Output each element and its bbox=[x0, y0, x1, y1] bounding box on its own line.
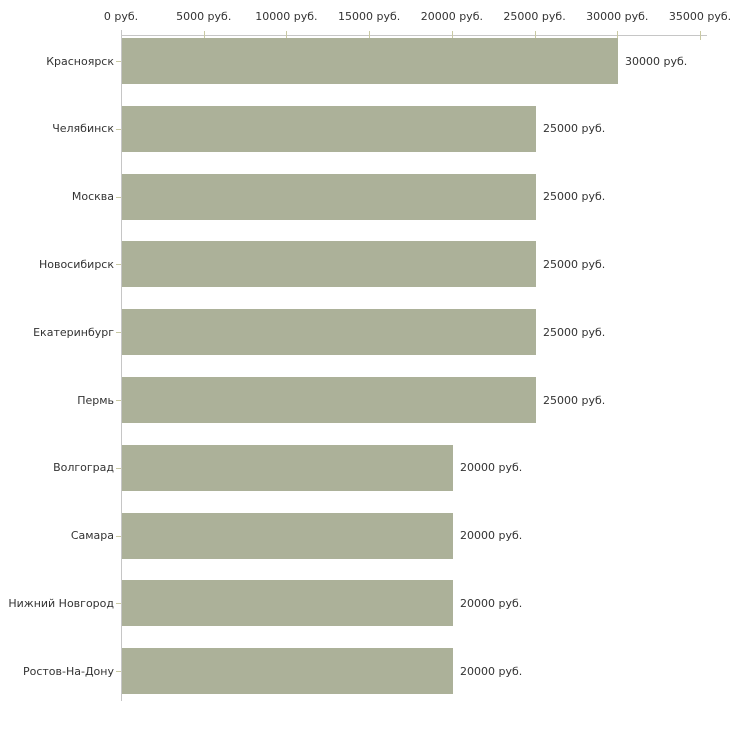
bar-value-label: 20000 руб. bbox=[460, 529, 523, 543]
y-axis-tick-mark bbox=[116, 61, 121, 62]
x-axis-tick-label: 25000 руб. bbox=[503, 10, 566, 23]
x-axis-tick-label: 15000 руб. bbox=[338, 10, 401, 23]
x-axis-tick-label: 20000 руб. bbox=[420, 10, 483, 23]
bar-5 bbox=[122, 377, 536, 423]
category-label: Новосибирск bbox=[38, 257, 114, 271]
x-axis-tick-label: 0 руб. bbox=[103, 10, 139, 23]
x-axis-tick-mark bbox=[451, 31, 453, 40]
y-axis-tick-mark bbox=[116, 129, 121, 130]
x-axis-tick-mark bbox=[617, 31, 619, 40]
bar-1 bbox=[122, 105, 536, 152]
bar-value-label: 30000 руб. bbox=[625, 54, 688, 68]
category-label: Челябинск bbox=[52, 122, 114, 136]
bar-value-label: 20000 руб. bbox=[460, 461, 523, 475]
x-axis-tick-label: 5000 руб. bbox=[176, 10, 232, 23]
bar-8 bbox=[122, 580, 453, 627]
y-axis-tick-mark bbox=[116, 332, 121, 333]
category-label: Ростов-На-Дону bbox=[22, 664, 114, 678]
category-label: Красноярск bbox=[46, 54, 114, 68]
bar-value-label: 25000 руб. bbox=[543, 190, 606, 204]
category-label: Самара bbox=[70, 529, 114, 543]
x-axis-tick-mark bbox=[203, 31, 205, 40]
bar-value-label: 25000 руб. bbox=[543, 257, 606, 271]
bar-6 bbox=[122, 444, 453, 491]
x-axis-tick-mark bbox=[369, 31, 371, 40]
bar-7 bbox=[122, 512, 453, 559]
bar-4 bbox=[122, 309, 536, 356]
category-label: Нижний Новгород bbox=[8, 596, 114, 610]
y-axis-line bbox=[121, 30, 122, 701]
y-axis-tick-mark bbox=[116, 468, 121, 469]
bar-0 bbox=[122, 38, 618, 84]
y-axis-tick-mark bbox=[116, 197, 121, 198]
bar-3 bbox=[122, 241, 536, 288]
bar-value-label: 25000 руб. bbox=[543, 393, 606, 407]
x-axis-tick-label: 10000 руб. bbox=[255, 10, 318, 23]
y-axis-tick-mark bbox=[116, 671, 121, 672]
bar-value-label: 25000 руб. bbox=[543, 122, 606, 136]
bar-9 bbox=[122, 648, 453, 695]
x-axis-tick-label: 35000 руб. bbox=[668, 10, 730, 23]
bar-value-label: 20000 руб. bbox=[460, 664, 523, 678]
x-axis-tick-label: 30000 руб. bbox=[586, 10, 649, 23]
y-axis-tick-mark bbox=[116, 400, 121, 401]
bar-value-label: 20000 руб. bbox=[460, 596, 523, 610]
x-axis-line bbox=[121, 35, 707, 36]
y-axis-tick-mark bbox=[116, 603, 121, 604]
bar-2 bbox=[122, 173, 536, 220]
category-label: Екатеринбург bbox=[33, 325, 114, 339]
y-axis-tick-mark bbox=[116, 264, 121, 265]
category-label: Москва bbox=[71, 190, 114, 204]
category-label: Волгоград bbox=[53, 461, 114, 475]
x-axis-tick-mark bbox=[534, 31, 536, 40]
x-axis-tick-mark bbox=[286, 31, 288, 40]
bar-value-label: 25000 руб. bbox=[543, 325, 606, 339]
y-axis-tick-mark bbox=[116, 536, 121, 537]
category-label: Пермь bbox=[77, 393, 114, 407]
x-axis-tick-mark bbox=[700, 31, 701, 40]
